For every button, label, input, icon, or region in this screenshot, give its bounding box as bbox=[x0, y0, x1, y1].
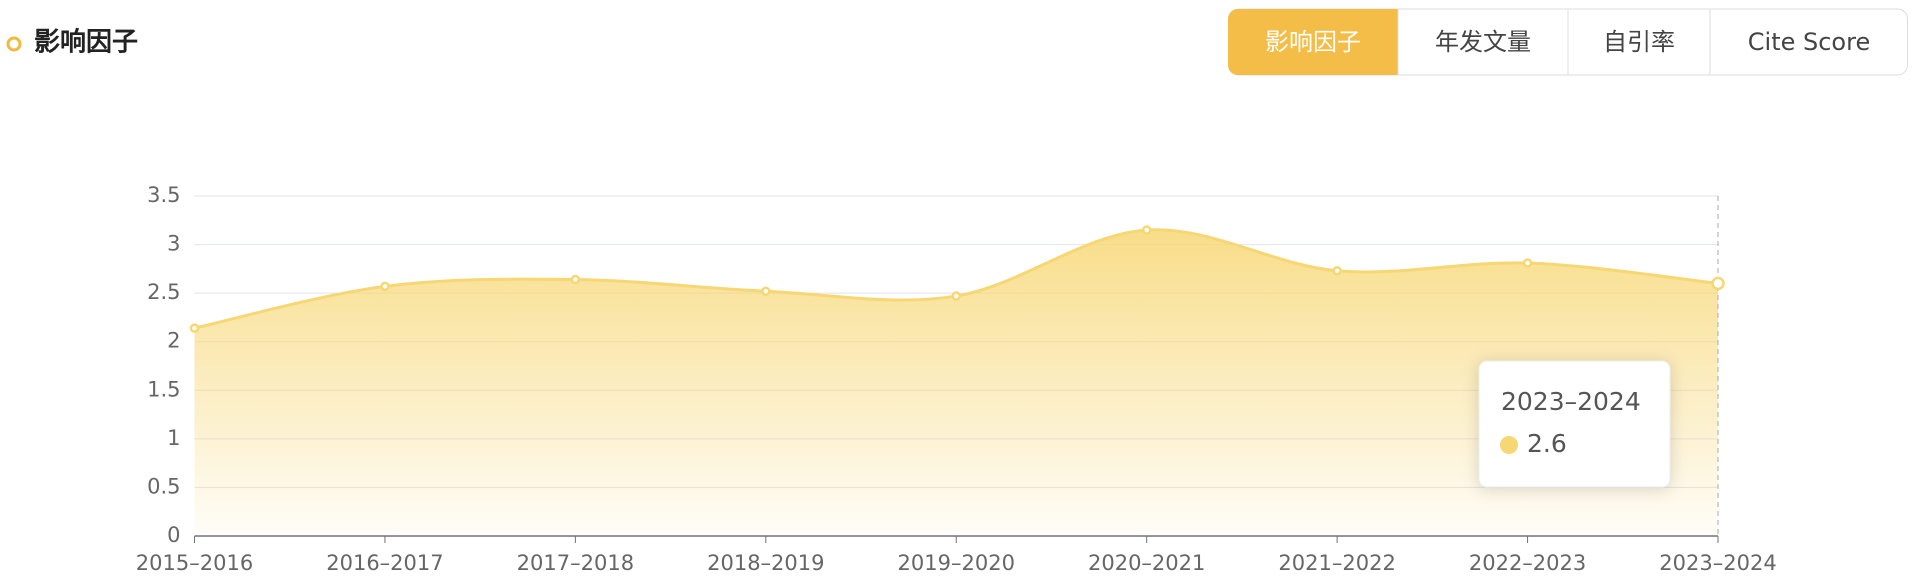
tab-active-bg bbox=[1228, 9, 1398, 75]
y-tick-label: 3.5 bbox=[147, 183, 180, 207]
y-tick-label: 3 bbox=[167, 232, 180, 256]
point bbox=[1522, 258, 1533, 268]
x-tick-label: 2016–2017 bbox=[326, 551, 443, 575]
tooltip-marker bbox=[1500, 436, 1518, 454]
tooltip-box bbox=[1478, 360, 1671, 488]
point bbox=[761, 286, 771, 296]
point bbox=[570, 274, 581, 285]
tab[interactable]: Cite Score bbox=[1748, 28, 1870, 56]
title-icon bbox=[6, 36, 22, 52]
area bbox=[194, 229, 1718, 536]
x-tick-label: 2020–2021 bbox=[1088, 551, 1205, 575]
y-tick-label: 0.5 bbox=[147, 474, 180, 498]
y-tick-label: 0 bbox=[167, 523, 180, 547]
x-tick-label: 2015–2016 bbox=[136, 551, 253, 575]
y-tick-label: 2.5 bbox=[147, 280, 180, 304]
point bbox=[1332, 266, 1342, 276]
point bbox=[380, 281, 390, 292]
y-tick-label: 2 bbox=[167, 329, 180, 353]
point bbox=[951, 291, 961, 301]
section-title: 影响因子 bbox=[34, 27, 138, 58]
x-tick-label: 2019–2020 bbox=[898, 551, 1015, 575]
x-tick-label: 2018–2019 bbox=[707, 551, 824, 575]
point bbox=[1711, 276, 1725, 291]
x-tick-label: 2021–2022 bbox=[1278, 551, 1395, 575]
y-tick-label: 1 bbox=[167, 426, 180, 450]
x-tick-label: 2022–2023 bbox=[1469, 551, 1586, 575]
tab[interactable]: 年发文量 bbox=[1435, 28, 1531, 56]
tab[interactable]: 自引率 bbox=[1603, 28, 1675, 56]
tooltip-value: 2.6 bbox=[1527, 429, 1567, 458]
y-tick-label: 1.5 bbox=[147, 377, 180, 401]
tooltip-title: 2023–2024 bbox=[1501, 387, 1641, 416]
point bbox=[189, 323, 200, 333]
point bbox=[1141, 225, 1152, 235]
tab[interactable]: 影响因子 bbox=[1265, 28, 1361, 56]
x-tick-label: 2017–2018 bbox=[517, 551, 634, 575]
x-tick-label: 2023–2024 bbox=[1659, 551, 1776, 575]
